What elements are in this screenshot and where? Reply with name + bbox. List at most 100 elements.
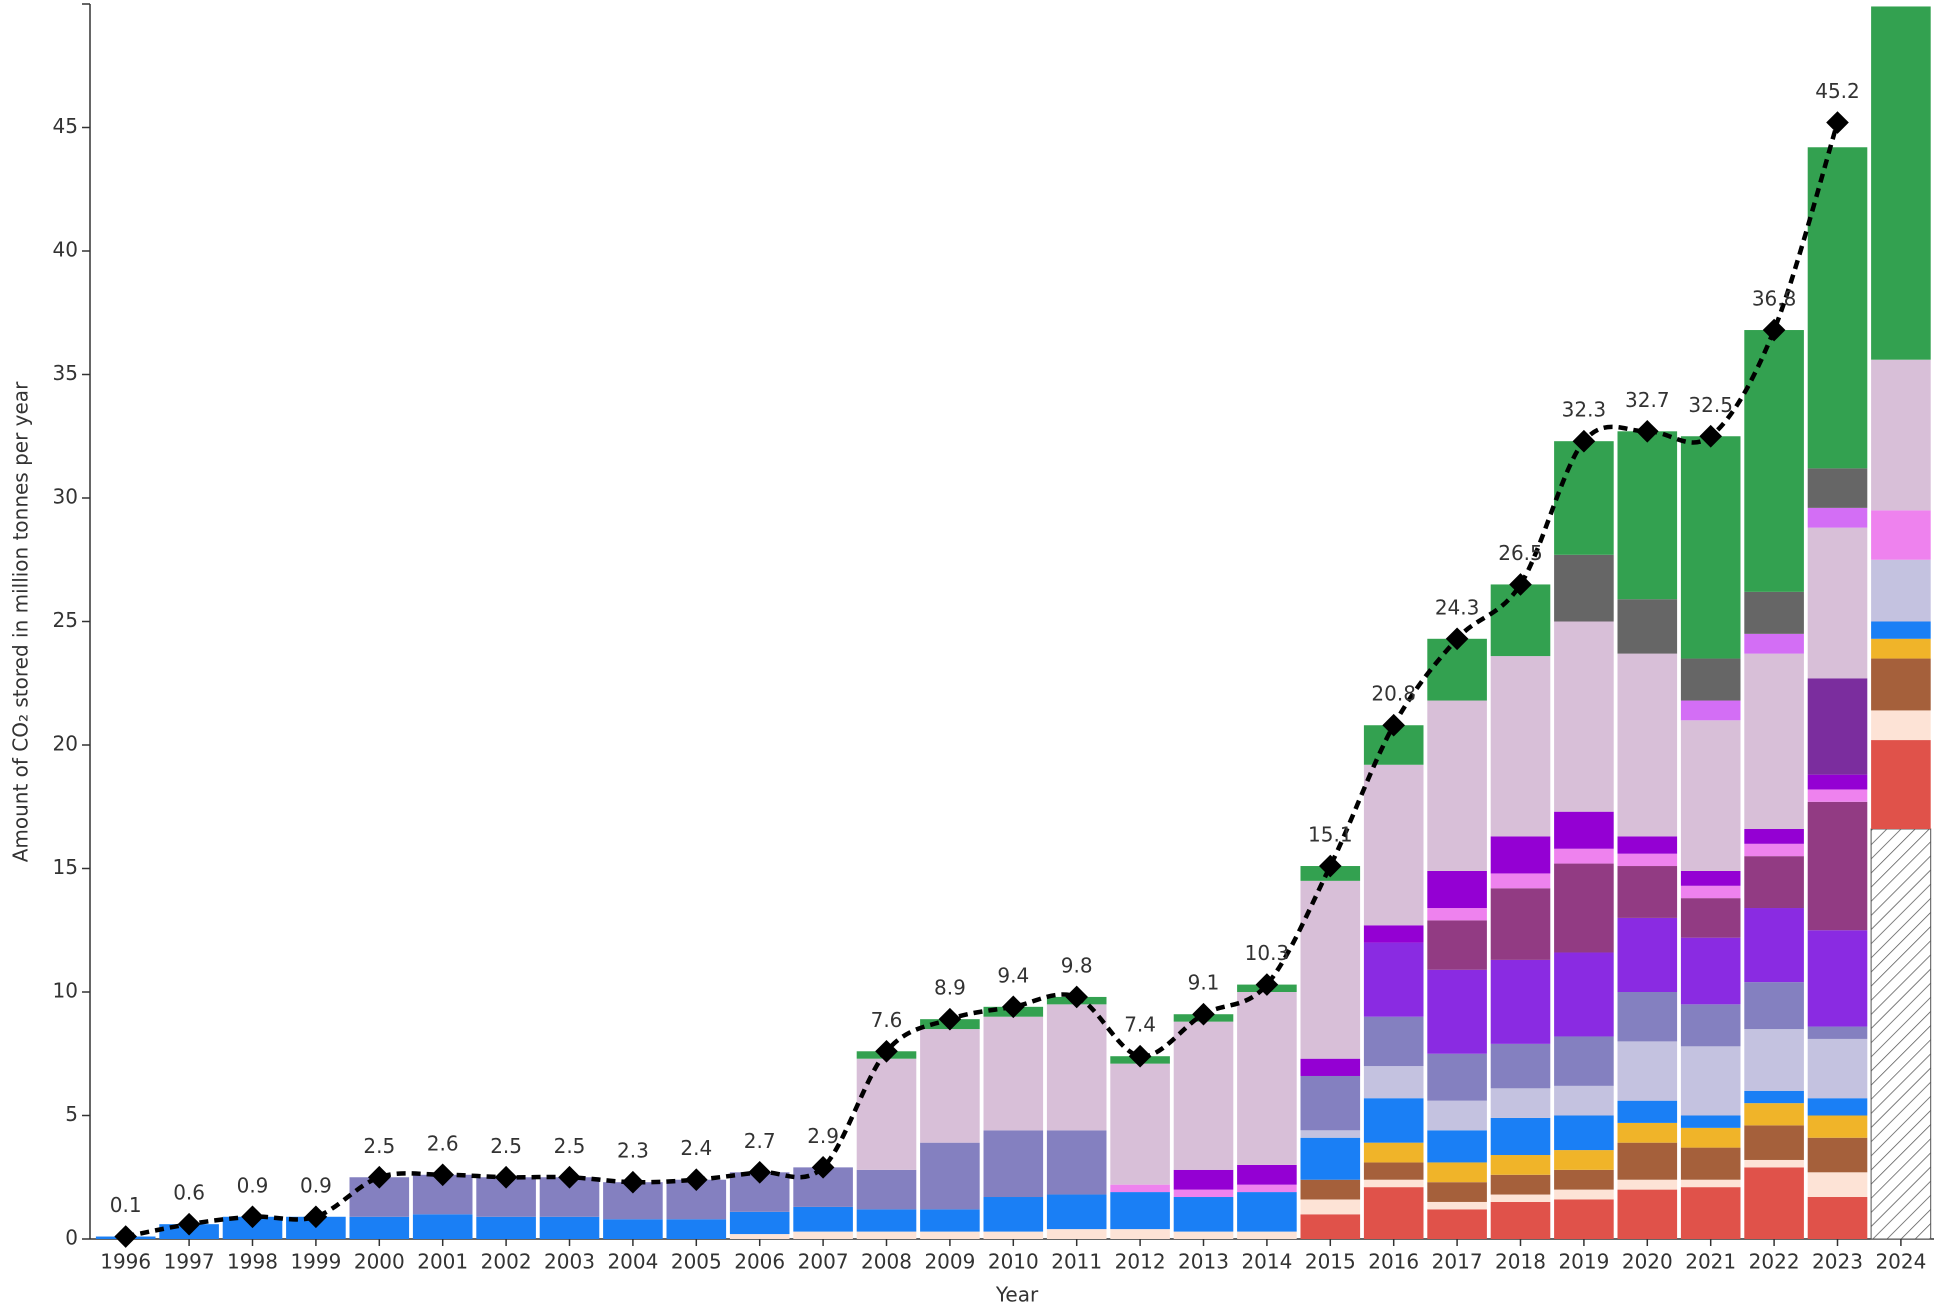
bar-segment (729, 1211, 790, 1235)
x-tick-label: 2001 (417, 1250, 468, 1274)
total-marker (367, 1165, 391, 1189)
bar-segment (793, 1231, 853, 1239)
bar-segment (1427, 700, 1487, 871)
bar-segment (729, 1234, 790, 1239)
total-marker (1509, 573, 1532, 596)
y-tick-label: 5 (65, 1102, 78, 1126)
bar-segment (1427, 1130, 1487, 1163)
bar-segment (1300, 1130, 1361, 1138)
bar-segment (920, 1029, 980, 1143)
bar-segment (856, 1169, 917, 1210)
bar-segment (1427, 870, 1487, 909)
bar-segment (1427, 1100, 1487, 1131)
bar-segment (1237, 1192, 1297, 1232)
bar-segment (1617, 853, 1678, 867)
total-label: 10.3 (1245, 941, 1290, 965)
x-tick-label: 2024 (1875, 1250, 1926, 1274)
bar-segment (1871, 559, 1931, 622)
bar-segment (1427, 1182, 1487, 1202)
x-tick-label: 2000 (354, 1250, 405, 1274)
bar-segment (1617, 1179, 1678, 1190)
bar-segment (1237, 1231, 1297, 1239)
x-tick-label: 2008 (861, 1250, 912, 1274)
bar-segment (1363, 1016, 1424, 1067)
bar-segment (1173, 1169, 1234, 1190)
x-tick-label: 2021 (1685, 1250, 1736, 1274)
total-label: 8.9 (934, 976, 966, 1000)
bar-segment (1617, 599, 1678, 654)
bar-segment (1807, 527, 1868, 679)
x-tick-label: 2009 (924, 1250, 975, 1274)
total-marker (558, 1165, 581, 1189)
bar-segment (1807, 1026, 1868, 1039)
total-marker (621, 1170, 645, 1194)
bar-segment (1427, 920, 1487, 970)
total-label: 9.1 (1188, 971, 1220, 995)
total-label: 24.3 (1435, 595, 1480, 619)
bar-segment (1871, 740, 1931, 829)
x-tick-label: 2003 (544, 1250, 595, 1274)
bar-segment (1363, 942, 1424, 1017)
total-label: 26.5 (1498, 541, 1543, 565)
bar-segment (1490, 1155, 1551, 1175)
x-tick-label: 2018 (1495, 1250, 1546, 1274)
bar-segment (1237, 992, 1297, 1165)
bar-segment (1173, 1189, 1234, 1198)
x-tick-label: 2014 (1241, 1250, 1292, 1274)
total-label: 9.8 (1061, 953, 1093, 977)
bar-segment (1807, 468, 1868, 508)
bar-segment (983, 1130, 1044, 1198)
x-tick-label: 2023 (1812, 1250, 1863, 1274)
bar-segment (1680, 898, 1741, 938)
bar-segment (1300, 880, 1361, 1059)
bar-segment (1046, 1194, 1107, 1230)
x-tick-label: 1997 (164, 1250, 215, 1274)
bar-segment (1617, 866, 1678, 918)
bar-segment (1490, 959, 1551, 1044)
total-label: 2.5 (490, 1134, 522, 1158)
bar-segment (1617, 836, 1678, 854)
y-tick-label: 40 (53, 238, 78, 262)
bar-segment (1110, 1063, 1170, 1185)
bar-segment (1617, 653, 1678, 837)
x-tick-label: 2012 (1115, 1250, 1166, 1274)
bar-segment (1680, 1004, 1741, 1047)
total-marker (1635, 419, 1659, 443)
bar-segment (1237, 1164, 1297, 1185)
bar-segment (1680, 937, 1741, 1005)
bar-segment (1173, 1021, 1234, 1170)
bar-segment (1363, 1162, 1424, 1180)
bar-segment (983, 1016, 1044, 1131)
y-tick-label: 35 (53, 361, 78, 385)
bar-segment (920, 1142, 980, 1210)
total-label: 2.3 (617, 1139, 649, 1163)
bar-segment (1680, 658, 1741, 701)
x-tick-label: 2022 (1749, 1250, 1800, 1274)
bar-segment (1490, 1088, 1551, 1118)
bar-segment (1807, 678, 1868, 775)
bar-segment (1617, 917, 1678, 992)
total-marker (1826, 111, 1849, 134)
bar-segment (1046, 1229, 1107, 1239)
bar-segment (1427, 969, 1487, 1054)
bar-segment (1554, 1150, 1614, 1170)
bar-segment (1744, 330, 1804, 592)
total-marker (875, 1039, 898, 1063)
bar-segment (1490, 584, 1551, 657)
bar-segment (1807, 147, 1868, 469)
total-marker (748, 1160, 772, 1184)
total-label: 0.9 (237, 1173, 269, 1197)
bar-segment (476, 1216, 536, 1239)
bar-segment (1554, 1115, 1614, 1151)
total-marker (1065, 985, 1089, 1009)
bar-segment (1427, 1201, 1487, 1210)
total-marker (1572, 429, 1596, 453)
bar-segment (1617, 1189, 1678, 1239)
bar-segment (1237, 1184, 1297, 1193)
total-label: 0.1 (110, 1193, 142, 1217)
bar-segment (1110, 1184, 1170, 1193)
x-tick-label: 2011 (1051, 1250, 1102, 1274)
bar-segment (1744, 843, 1804, 857)
total-label: 7.4 (1124, 1013, 1156, 1037)
bar-segment (1363, 925, 1424, 943)
